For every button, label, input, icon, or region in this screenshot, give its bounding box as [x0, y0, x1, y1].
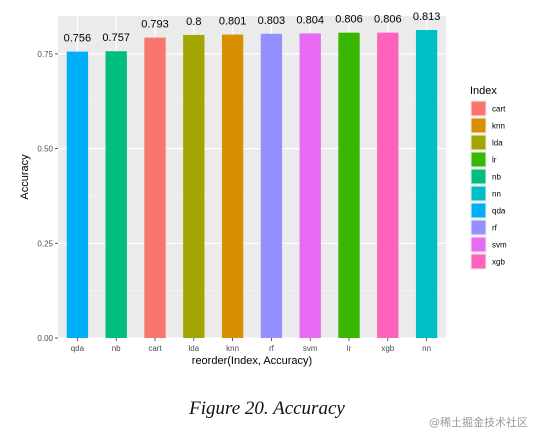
legend-swatch-xgb [471, 254, 486, 269]
value-label-xgb: 0.806 [374, 14, 402, 26]
x-tick-label-qda: qda [71, 344, 85, 353]
bar-xgb [377, 32, 399, 338]
bar-nn [415, 30, 438, 338]
value-label-nb: 0.757 [102, 32, 130, 44]
value-label-nn: 0.813 [413, 11, 441, 23]
y-axis-title: Accuracy [19, 154, 31, 200]
x-tick-label-rf: rf [269, 344, 275, 353]
x-tick-label-svm: svm [303, 344, 318, 353]
value-label-lr: 0.806 [335, 14, 363, 26]
value-label-lda: 0.8 [186, 16, 201, 28]
legend-title: Index [470, 85, 497, 97]
y-tick-label: 0.25 [37, 239, 53, 248]
bar-knn [221, 34, 244, 339]
legend-swatch-cart [471, 101, 486, 116]
legend-swatch-nb [471, 169, 486, 184]
y-tick-label: 0.50 [37, 145, 53, 154]
legend-swatch-svm [471, 237, 486, 252]
x-tick-label-lda: lda [188, 344, 199, 353]
legend-label-cart: cart [492, 105, 506, 114]
legend-swatch-lda [471, 135, 486, 150]
bar-cart [144, 37, 166, 338]
bar-nb [105, 51, 127, 338]
figure-caption: Figure 20. Accuracy [189, 398, 345, 419]
value-labels: 0.756 0.757 0.793 0.8 0.801 0.803 0.804 0.806 0.… [64, 11, 441, 45]
y-tick-label: 0.75 [37, 50, 53, 59]
x-tick-label-nn: nn [422, 344, 431, 353]
legend-label-qda: qda [492, 207, 506, 216]
legend-label-lda: lda [492, 139, 503, 148]
x-tick-label-nb: nb [112, 344, 121, 353]
legend-label-rf: rf [492, 224, 498, 233]
value-label-svm: 0.804 [296, 14, 324, 26]
legend-swatch-qda [471, 203, 486, 218]
x-tick-label-knn: knn [226, 344, 239, 353]
watermark: @稀土掘金技术社区 [429, 416, 528, 429]
y-axis-ticks: 0.00 0.25 0.50 0.75 [37, 50, 58, 343]
legend-swatch-nn [471, 186, 486, 201]
bars [66, 30, 438, 339]
legend-swatch-lr [471, 152, 486, 167]
bar-lda [183, 34, 205, 339]
x-axis-ticks: qda nb cart lda knn rf svm lr xgb nn [71, 338, 431, 353]
accuracy-bar-chart: 0.756 0.757 0.793 0.8 0.801 0.803 0.804 0.806 0.… [19, 11, 507, 367]
legend-label-xgb: xgb [492, 258, 505, 267]
value-label-knn: 0.801 [219, 16, 247, 28]
bar-lr [338, 32, 360, 338]
legend-label-svm: svm [492, 241, 507, 250]
value-label-rf: 0.803 [258, 15, 286, 27]
legend-label-nb: nb [492, 173, 501, 182]
legend: Index cart knn lda lr nb nn qda rf svm xgb [470, 85, 507, 270]
legend-label-lr: lr [492, 156, 497, 165]
bar-rf [260, 33, 283, 338]
value-label-cart: 0.793 [141, 19, 169, 31]
bar-svm [299, 33, 321, 339]
x-tick-label-cart: cart [148, 344, 162, 353]
x-tick-label-xgb: xgb [381, 344, 394, 353]
x-axis-title: reorder(Index, Accuracy) [192, 355, 312, 367]
bar-qda [66, 51, 89, 339]
legend-label-nn: nn [492, 190, 501, 199]
y-tick-label: 0.00 [37, 334, 53, 343]
legend-swatch-rf [471, 220, 486, 235]
value-label-qda: 0.756 [64, 33, 92, 45]
legend-label-knn: knn [492, 122, 505, 131]
legend-swatch-knn [471, 118, 486, 133]
x-tick-label-lr: lr [347, 344, 352, 353]
